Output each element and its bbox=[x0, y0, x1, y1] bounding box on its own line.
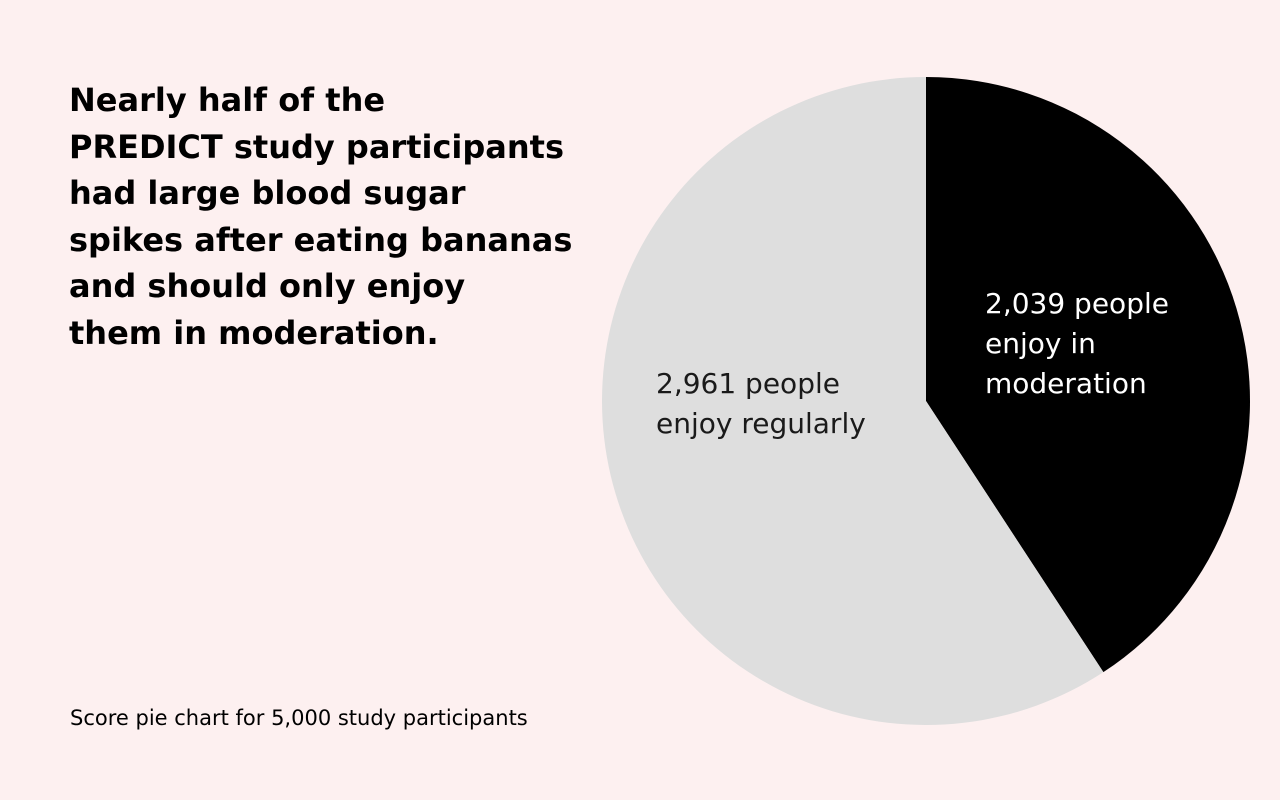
pie-slice-regularly bbox=[602, 76, 1104, 725]
headline-line: had large blood sugar bbox=[69, 174, 466, 212]
pie-slice-label-regularly: 2,961 people enjoy regularly bbox=[656, 367, 866, 440]
headline-line: Nearly half of the bbox=[69, 81, 386, 119]
headline-line: and should only enjoy bbox=[69, 267, 466, 305]
headline: Nearly half of the PREDICT study partici… bbox=[69, 77, 589, 356]
pie-slice-moderation bbox=[926, 77, 1251, 673]
pie-slice-label-line: moderation bbox=[985, 367, 1147, 400]
pie-slice-label-line: enjoy in bbox=[985, 327, 1096, 360]
headline-line: spikes after eating bananas bbox=[69, 220, 573, 259]
pie-slice-label-line: enjoy regularly bbox=[656, 407, 866, 440]
pie-slice-label-moderation: 2,039 people enjoy in moderation bbox=[985, 287, 1169, 400]
pie-slice-label-line: 2,961 people bbox=[656, 367, 840, 400]
pie-slice-label-line: 2,039 people bbox=[985, 287, 1169, 320]
headline-line: PREDICT study participants bbox=[69, 127, 565, 166]
chart-footnote: Score pie chart for 5,000 study particip… bbox=[70, 706, 528, 730]
headline-line: them in moderation. bbox=[69, 313, 439, 352]
